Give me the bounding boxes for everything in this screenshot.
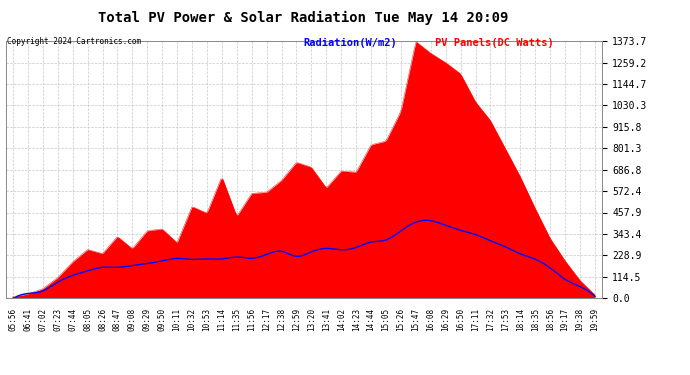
Text: Total PV Power & Solar Radiation Tue May 14 20:09: Total PV Power & Solar Radiation Tue May… (99, 11, 509, 26)
Text: Copyright 2024 Cartronics.com: Copyright 2024 Cartronics.com (7, 38, 141, 46)
Text: Radiation(W/m2): Radiation(W/m2) (304, 38, 397, 48)
Text: PV Panels(DC Watts): PV Panels(DC Watts) (435, 38, 553, 48)
